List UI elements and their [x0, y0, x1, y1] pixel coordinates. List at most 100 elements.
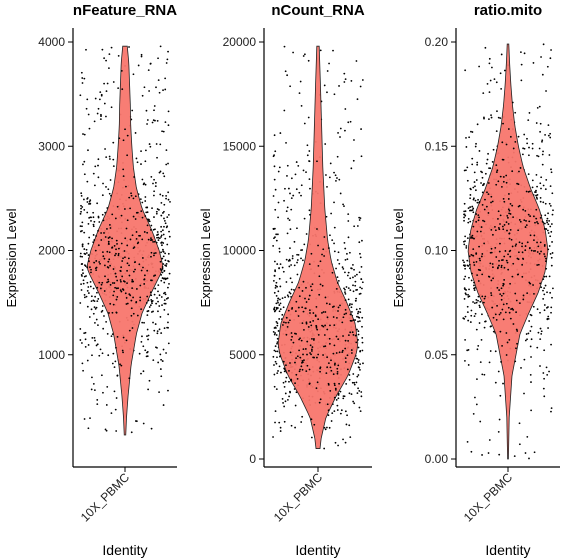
y-axis-label: Expression Level [4, 208, 19, 307]
jitter-point [88, 200, 91, 203]
jitter-point [276, 342, 278, 345]
jitter-point [326, 426, 328, 429]
jitter-point [481, 373, 484, 376]
jitter-point [482, 301, 485, 304]
jitter-point [545, 275, 548, 278]
jitter-point [483, 182, 485, 185]
jitter-point [344, 108, 347, 110]
jitter-point [278, 267, 280, 270]
jitter-point [146, 335, 148, 338]
jitter-point [317, 264, 320, 267]
jitter-point [528, 457, 530, 460]
jitter-point [336, 316, 338, 319]
jitter-point [348, 424, 351, 427]
jitter-point [531, 142, 534, 145]
jitter-point [499, 214, 502, 217]
jitter-point [335, 287, 338, 290]
jitter-point [498, 250, 501, 253]
jitter-point [546, 217, 549, 220]
jitter-point [310, 436, 313, 439]
jitter-point [539, 338, 542, 341]
jitter-point [124, 237, 127, 240]
jitter-point [501, 308, 504, 311]
jitter-point [537, 263, 540, 266]
jitter-point [543, 293, 546, 296]
jitter-point [302, 310, 305, 313]
jitter-point [483, 242, 486, 245]
jitter-point [338, 262, 341, 265]
jitter-point [357, 346, 360, 349]
jitter-point [487, 193, 490, 195]
jitter-point [150, 251, 153, 254]
jitter-point [274, 150, 277, 153]
jitter-point [341, 321, 344, 324]
jitter-point [132, 270, 135, 273]
jitter-point [474, 199, 477, 202]
jitter-point [157, 290, 159, 293]
jitter-point [164, 88, 167, 91]
jitter-point [92, 241, 95, 244]
jitter-point [300, 104, 303, 107]
jitter-point [484, 295, 487, 298]
jitter-point [509, 255, 512, 258]
jitter-point [319, 367, 321, 370]
jitter-point [110, 412, 113, 415]
jitter-point [140, 150, 142, 153]
jitter-point [537, 222, 539, 225]
jitter-point [106, 281, 108, 284]
jitter-point [102, 391, 104, 394]
jitter-point [122, 351, 124, 354]
jitter-point [335, 399, 338, 401]
jitter-point [468, 263, 471, 266]
jitter-point [324, 345, 327, 348]
jitter-point [162, 89, 164, 92]
jitter-point [355, 60, 358, 62]
jitter-point [467, 293, 469, 296]
jitter-point [500, 360, 502, 363]
jitter-point [105, 404, 108, 406]
jitter-point [142, 183, 145, 186]
jitter-point [337, 279, 340, 282]
jitter-point [120, 364, 123, 367]
jitter-point [82, 279, 85, 282]
jitter-point [527, 191, 530, 193]
jitter-point [161, 244, 163, 247]
jitter-point [500, 294, 503, 297]
jitter-point [339, 390, 342, 393]
jitter-point [542, 150, 544, 153]
jitter-point [103, 57, 106, 60]
jitter-point [359, 363, 361, 366]
jitter-point [298, 349, 300, 352]
jitter-point [164, 291, 166, 294]
jitter-point [512, 262, 515, 265]
jitter-point [133, 246, 136, 249]
jitter-point [167, 286, 169, 289]
jitter-point [108, 67, 110, 70]
jitter-point [298, 338, 300, 341]
jitter-point [105, 156, 108, 159]
jitter-point [283, 370, 286, 373]
jitter-point [549, 136, 552, 139]
jitter-point [106, 250, 109, 253]
jitter-point [547, 306, 549, 308]
jitter-point [158, 91, 161, 94]
jitter-point [94, 307, 97, 310]
y-tick-label: 20000 [223, 35, 257, 49]
jitter-point [136, 242, 139, 245]
jitter-point [546, 229, 549, 232]
jitter-point [360, 278, 363, 280]
jitter-point [306, 154, 309, 157]
jitter-point [153, 329, 156, 332]
jitter-point [163, 225, 165, 228]
jitter-point [294, 382, 296, 385]
jitter-point [155, 302, 158, 305]
jitter-point [290, 264, 292, 266]
jitter-point [537, 331, 540, 334]
x-axis-label: Identity [295, 542, 340, 558]
jitter-point [535, 189, 537, 192]
jitter-point [342, 267, 345, 270]
jitter-point [500, 264, 503, 267]
jitter-point [166, 277, 169, 280]
jitter-point [526, 137, 528, 140]
jitter-point [141, 238, 144, 241]
